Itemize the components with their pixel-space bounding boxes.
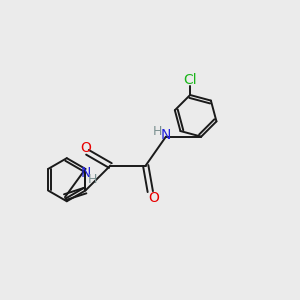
Text: N: N — [80, 166, 91, 180]
Text: H: H — [153, 125, 162, 138]
Text: H: H — [88, 173, 98, 186]
Text: O: O — [80, 141, 92, 155]
Text: O: O — [148, 190, 159, 205]
Text: N: N — [161, 128, 171, 142]
Text: Cl: Cl — [183, 73, 197, 86]
